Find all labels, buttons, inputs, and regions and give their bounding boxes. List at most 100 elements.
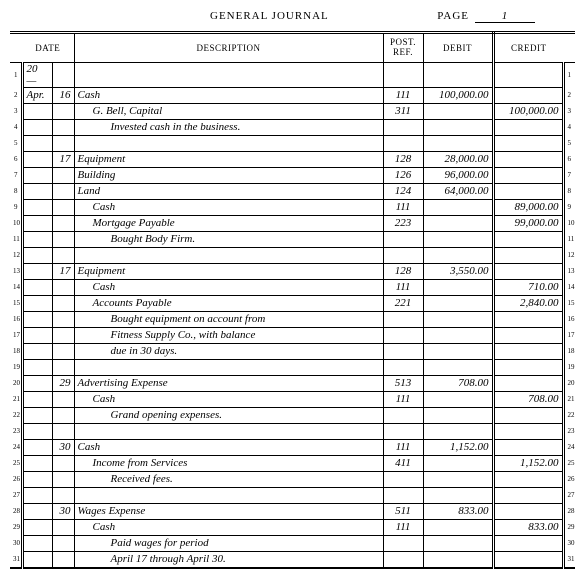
credit-cell: 89,000.00 (493, 199, 563, 215)
credit-cell (493, 471, 563, 487)
credit-cell: 833.00 (493, 519, 563, 535)
date-day (52, 455, 74, 471)
debit-cell (423, 519, 493, 535)
post-ref-cell (383, 551, 423, 568)
post-ref-cell: 111 (383, 519, 423, 535)
page-number: 1 (475, 10, 535, 23)
description-cell (74, 359, 383, 375)
post-ref-cell (383, 423, 423, 439)
description-cell: Cash (74, 279, 383, 295)
date-day: 30 (52, 503, 74, 519)
credit-cell (493, 327, 563, 343)
table-row: 2430Cash1111,152.0024 (10, 439, 575, 455)
debit-cell: 3,550.00 (423, 263, 493, 279)
date-day (52, 135, 74, 151)
date-month (22, 327, 52, 343)
table-row: 2830Wages Expense511833.0028 (10, 503, 575, 519)
post-ref-cell: 126 (383, 167, 423, 183)
table-row: 26Received fees.26 (10, 471, 575, 487)
table-row: 55 (10, 135, 575, 151)
row-number-right: 3 (563, 103, 575, 119)
row-number-right: 19 (563, 359, 575, 375)
description-cell: April 17 through April 30. (74, 551, 383, 568)
debit-cell (423, 199, 493, 215)
post-ref-cell: 411 (383, 455, 423, 471)
date-month (22, 535, 52, 551)
row-number-right: 6 (563, 151, 575, 167)
row-number-left: 9 (10, 199, 22, 215)
description-cell: Cash (74, 391, 383, 407)
credit-cell (493, 151, 563, 167)
row-number-right: 13 (563, 263, 575, 279)
credit-cell (493, 535, 563, 551)
post-ref-cell: 111 (383, 439, 423, 455)
date-month (22, 231, 52, 247)
date-day (52, 471, 74, 487)
description-cell: Paid wages for period (74, 535, 383, 551)
debit-cell (423, 471, 493, 487)
date-day (52, 407, 74, 423)
date-day (52, 199, 74, 215)
debit-cell (423, 551, 493, 568)
date-month (22, 423, 52, 439)
row-number-right: 11 (563, 231, 575, 247)
row-number-left: 24 (10, 439, 22, 455)
post-ref-cell: 311 (383, 103, 423, 119)
table-row: 10Mortgage Payable22399,000.0010 (10, 215, 575, 231)
credit-cell (493, 183, 563, 199)
debit-cell (423, 231, 493, 247)
date-day (52, 183, 74, 199)
post-ref-cell (383, 407, 423, 423)
credit-cell: 710.00 (493, 279, 563, 295)
row-number-left: 1 (10, 62, 22, 87)
row-number-left: 4 (10, 119, 22, 135)
row-number-right: 7 (563, 167, 575, 183)
row-number-right: 1 (563, 62, 575, 87)
page-label: PAGE (437, 10, 469, 22)
post-ref-cell: 513 (383, 375, 423, 391)
table-row: 30Paid wages for period30 (10, 535, 575, 551)
date-day (52, 311, 74, 327)
table-row: 16Bought equipment on account from16 (10, 311, 575, 327)
credit-cell (493, 119, 563, 135)
date-month (22, 135, 52, 151)
row-number-right: 23 (563, 423, 575, 439)
row-number-left: 28 (10, 503, 22, 519)
description-cell (74, 487, 383, 503)
post-ref-cell: 111 (383, 279, 423, 295)
date-day: 16 (52, 87, 74, 103)
table-row: 9Cash11189,000.009 (10, 199, 575, 215)
description-cell: Income from Services (74, 455, 383, 471)
row-number-left: 12 (10, 247, 22, 263)
description-cell: Invested cash in the business. (74, 119, 383, 135)
date-month (22, 151, 52, 167)
debit-cell (423, 327, 493, 343)
credit-cell (493, 247, 563, 263)
credit-cell (493, 343, 563, 359)
row-number-right: 26 (563, 471, 575, 487)
description-cell: Cash (74, 439, 383, 455)
debit-cell: 708.00 (423, 375, 493, 391)
description-cell (74, 423, 383, 439)
row-number-left: 17 (10, 327, 22, 343)
row-number-left: 22 (10, 407, 22, 423)
post-ref-cell: 111 (383, 391, 423, 407)
credit-cell (493, 87, 563, 103)
description-cell: Bought equipment on account from (74, 311, 383, 327)
table-row: 2029Advertising Expense513708.0020 (10, 375, 575, 391)
row-number-left: 8 (10, 183, 22, 199)
description-cell: Accounts Payable (74, 295, 383, 311)
debit-cell (423, 295, 493, 311)
credit-cell: 2,840.00 (493, 295, 563, 311)
table-row: 2Apr.16Cash111100,000.002 (10, 87, 575, 103)
date-month: 20 — (22, 62, 52, 87)
debit-cell: 1,152.00 (423, 439, 493, 455)
date-month (22, 215, 52, 231)
date-month (22, 407, 52, 423)
row-number-right: 2 (563, 87, 575, 103)
row-number-left: 25 (10, 455, 22, 471)
date-day (52, 535, 74, 551)
row-number-right: 9 (563, 199, 575, 215)
credit-cell (493, 551, 563, 568)
credit-cell: 1,152.00 (493, 455, 563, 471)
